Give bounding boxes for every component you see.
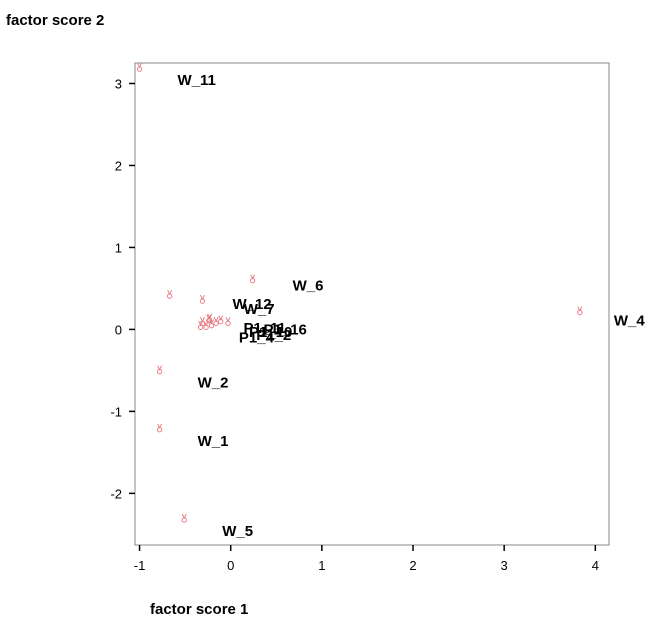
data-point bbox=[206, 314, 212, 324]
x-tick-label: -1 bbox=[134, 558, 146, 573]
data-points bbox=[136, 62, 583, 523]
y-tick-label: 2 bbox=[115, 158, 122, 173]
data-point bbox=[156, 365, 163, 375]
cluster-label: P1_11 bbox=[243, 320, 286, 337]
data-point bbox=[181, 513, 187, 523]
point-label: W_1 bbox=[198, 433, 229, 450]
point-label: W_6 bbox=[293, 278, 324, 295]
point-label: W_7 bbox=[244, 301, 275, 318]
y-tick-label: 3 bbox=[115, 76, 122, 91]
data-point bbox=[249, 274, 256, 284]
data-point bbox=[225, 317, 231, 326]
y-tick-label: 0 bbox=[115, 322, 122, 337]
point-label: W_11 bbox=[178, 72, 216, 89]
plot-frame bbox=[134, 62, 610, 546]
y-tick-label: -2 bbox=[110, 486, 122, 501]
data-point bbox=[218, 315, 224, 325]
x-tick-label: 1 bbox=[318, 558, 325, 573]
x-tick-label: 3 bbox=[501, 558, 508, 573]
cluster-label: P1_2 bbox=[256, 327, 291, 344]
data-point bbox=[213, 317, 219, 326]
data-point bbox=[199, 317, 206, 326]
cluster-label: P1_4 bbox=[239, 330, 275, 347]
y-tick-label: -1 bbox=[110, 404, 122, 419]
data-point bbox=[136, 62, 143, 72]
data-point bbox=[577, 306, 583, 316]
point-label: W_5 bbox=[222, 523, 253, 540]
y-axis-title: factor score 2 bbox=[6, 12, 105, 29]
data-point bbox=[208, 319, 215, 329]
data-point bbox=[166, 289, 173, 299]
x-tick-label: 4 bbox=[592, 558, 599, 573]
x-tick-label: 0 bbox=[227, 558, 234, 573]
point-label: W_2 bbox=[198, 375, 229, 392]
cluster-label: P1_10 bbox=[249, 324, 292, 341]
point-labels: W_11 W_4 W_6 W_12W_7 W_2 W_1 W_5 P1_11P1_16P1_1… bbox=[178, 72, 646, 540]
point-label: W_12 bbox=[232, 296, 271, 313]
point-label: W_4 bbox=[614, 313, 646, 330]
data-point bbox=[199, 294, 206, 304]
y-tick-label: 1 bbox=[115, 240, 122, 255]
cluster-label: P1_16 bbox=[264, 321, 307, 338]
x-axis-title: factor score 1 bbox=[150, 601, 249, 618]
axis-ticks: -1 0 1 2 3 4 -2 -1 0 1 2 3 bbox=[110, 76, 599, 573]
data-point bbox=[156, 423, 163, 433]
x-tick-label: 2 bbox=[409, 558, 416, 573]
